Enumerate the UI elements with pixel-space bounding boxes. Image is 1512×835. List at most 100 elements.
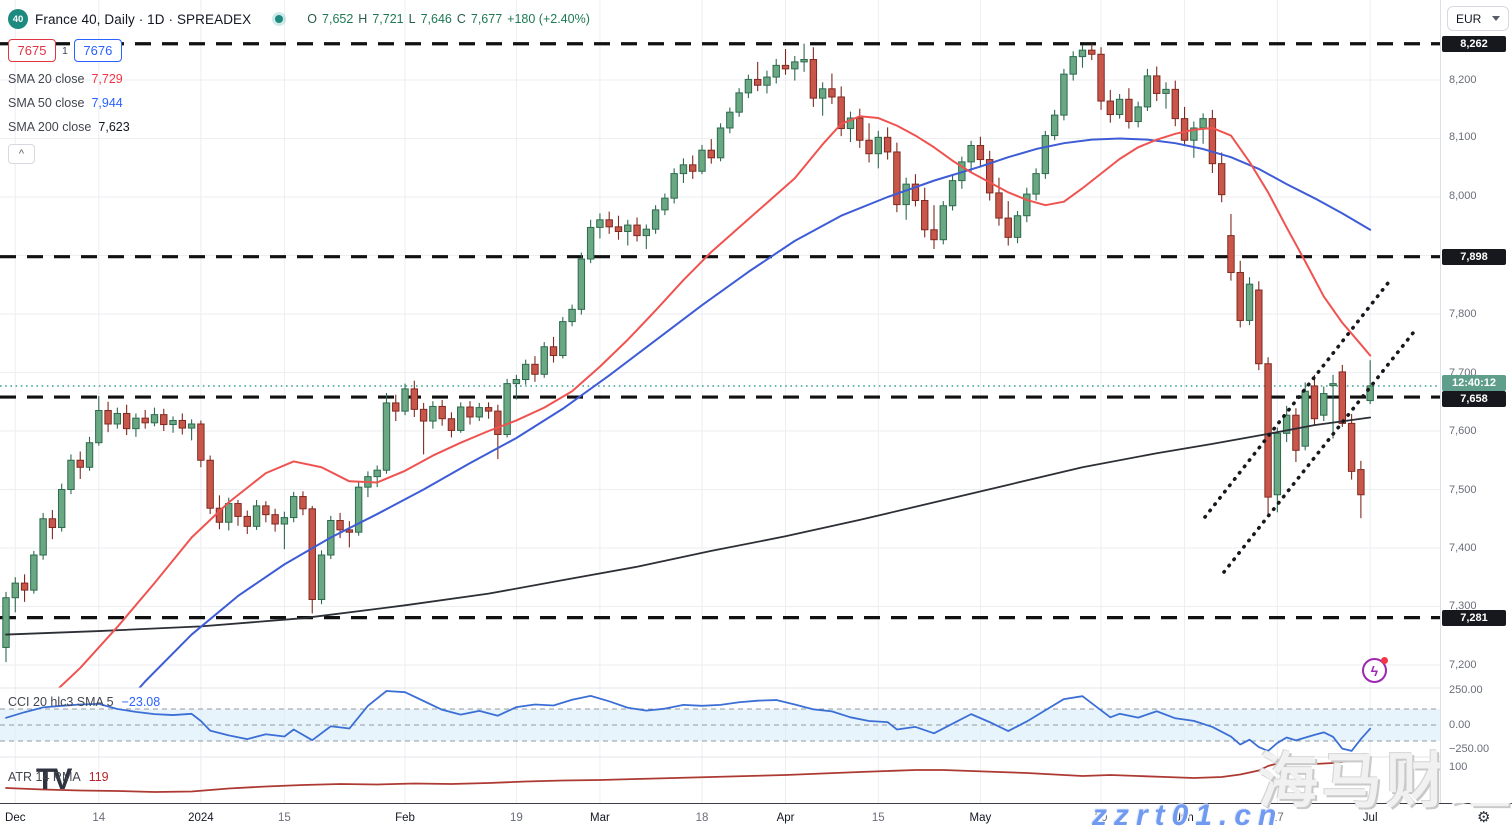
price-tick-label: 8,000 [1449,190,1477,202]
gear-icon[interactable]: ⚙ [1477,809,1491,826]
price-tick-label: 7,300 [1449,600,1477,612]
candle-body [772,64,780,78]
candle-body [206,459,214,509]
candle-body [39,518,47,556]
candle-body [716,127,725,159]
candle-body [382,402,391,471]
candle-body [1143,75,1152,108]
tradingview-logo: TV [36,763,72,796]
price-axis[interactable]: EUR 8,200 8,100 8,000 7,800 7,700 7,600 7,500 7… [1440,0,1512,803]
price-tick-label: 7,400 [1449,542,1477,554]
candle-body [1301,390,1309,447]
candle-body [586,226,595,260]
candle-body [1292,414,1300,451]
cci-line [5,690,1372,752]
candle-body [624,224,632,233]
cci-tick-label: 0.00 [1449,719,1471,731]
candle-body [865,139,873,155]
candle-body [930,229,938,241]
lightning-icon[interactable]: ϟ [1362,657,1388,683]
candle-body [336,520,344,531]
candle-body [48,518,57,529]
time-tick-label: Dec [5,812,26,824]
candle-body [577,258,586,310]
symbol-legend: 40 France 40, Daily · 1D · SPREADEX O 7,6… [8,8,590,164]
candle-body [1162,88,1170,94]
candle-body [1004,217,1012,238]
candle-body [679,164,688,175]
candle-body [856,117,864,141]
time-tick-label: 18 [695,812,709,824]
candle-body [809,59,818,99]
candle-body [169,419,177,426]
sma20-line [57,115,1372,688]
currency-selector[interactable]: EUR [1447,6,1509,31]
atr-legend[interactable]: ATR 14 RMA 119 [8,770,109,784]
trend-channel-line[interactable] [1203,281,1390,519]
candle-body [948,180,957,207]
candle-body [726,111,734,129]
time-tick-label: 2024 [188,812,214,824]
candle-body [753,78,762,86]
candle-body [995,192,1003,219]
sell-button[interactable]: 7675 [8,39,56,62]
candle-body [243,515,251,527]
atr-tick-label: 100 [1449,761,1468,773]
buy-button[interactable]: 7676 [73,39,122,62]
candle-body [1153,75,1161,94]
sma-value: 7,729 [91,72,123,86]
price-level-tag: 7,658 [1442,391,1506,407]
candle-body [1338,371,1347,424]
sma-label: SMA 20 close [8,72,85,86]
cci-title: CCI 20 hlc3 SMA 5 [8,695,114,709]
candle-body [1255,289,1263,365]
chart-canvas[interactable] [0,0,1440,803]
sma-legend-row[interactable]: SMA 20 close 7,729 [8,72,590,86]
candle-body [197,423,205,461]
candle-body [410,388,419,410]
price-level-tag: 7,281 [1442,610,1506,626]
candle-body [419,408,428,422]
collapse-legend-button[interactable]: ^ [8,144,35,164]
sma-value: 7,623 [98,120,130,134]
candle-body [122,412,131,430]
time-tick-label: Jun [1175,812,1194,824]
candle-body [661,197,669,211]
sma-legend-row[interactable]: SMA 50 close 7,944 [8,96,590,110]
sma-legend-row[interactable]: SMA 200 close 7,623 [8,120,590,134]
sma-legend: SMA 20 close 7,729 SMA 50 close 7,944 SMA 20… [8,72,590,134]
candle-body [531,363,539,375]
candle-body [781,64,790,70]
candle-body [883,136,892,153]
candle-body [1199,118,1207,129]
price-level-tag: 7,898 [1442,249,1506,265]
time-tick-label: Jul [1362,812,1378,824]
candle-body [976,145,985,161]
candle-body [791,61,799,70]
notification-dot [1381,657,1388,664]
candle-body [475,407,483,418]
trend-channel-line[interactable] [1222,331,1415,574]
candle-body [521,363,530,381]
candle-body [345,529,354,533]
candle-body [707,149,715,159]
candle-body [401,388,409,412]
candle-body [1032,173,1040,195]
candle-body [1282,414,1291,434]
close-value: 7,677 [470,12,503,26]
cci-legend[interactable]: CCI 20 hlc3 SMA 5 −23.08 [8,695,160,709]
site-watermark: zzrt01.cn [1092,799,1284,832]
candle-body [104,410,112,425]
candle-body [1366,385,1374,402]
candle-body [113,412,122,425]
candle-body [1060,73,1068,116]
candle-body [1320,393,1328,416]
candle-body [1329,383,1337,387]
candle-body [20,582,29,591]
candle-body [503,383,511,436]
candle-body [289,496,298,519]
candle-body [893,151,901,206]
time-axis[interactable]: Dec 14 2024 15 Feb 19 Mar 18 Apr 15 May 20 Jun 17 Jul [0,803,1512,835]
candle-body [596,219,604,228]
symbol-title[interactable]: France 40, Daily · 1D · SPREADEX [35,11,252,27]
